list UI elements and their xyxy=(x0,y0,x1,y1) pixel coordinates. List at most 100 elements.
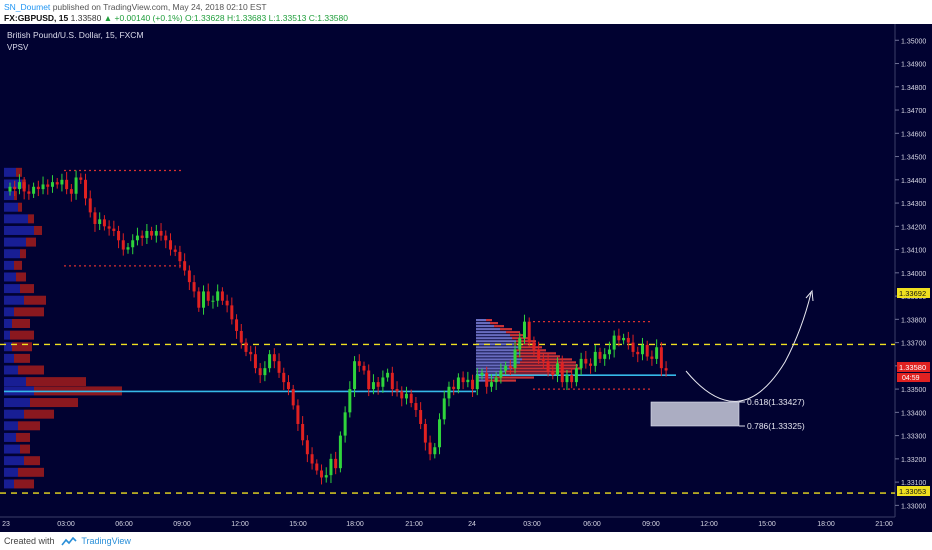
candle-body xyxy=(55,182,59,185)
candle-body xyxy=(400,391,404,399)
volume-bar-down xyxy=(24,456,40,466)
volume-bar-up xyxy=(4,318,12,328)
candle-body xyxy=(645,344,649,357)
candle-body xyxy=(367,370,371,390)
candle-body xyxy=(220,291,224,301)
candle-body xyxy=(305,440,309,455)
candle-body xyxy=(494,377,498,383)
volume-bar-up xyxy=(476,340,516,343)
volume-bar-up xyxy=(4,249,20,259)
candle-body xyxy=(376,382,380,387)
candle-body xyxy=(527,321,531,343)
volume-bar-up xyxy=(476,379,488,382)
candle-body xyxy=(239,330,243,343)
candle-body xyxy=(579,358,583,369)
tradingview-brand[interactable]: TradingView xyxy=(81,536,131,546)
price-tick-label: 1.33000 xyxy=(901,503,926,510)
candle-body xyxy=(433,447,437,455)
candle-body xyxy=(480,372,484,376)
volume-bar-up xyxy=(476,370,506,373)
candle-body xyxy=(168,240,172,250)
candle-body xyxy=(353,361,357,390)
volume-bar-up xyxy=(476,367,512,370)
candle-body xyxy=(338,435,342,469)
candle-body xyxy=(154,230,158,236)
volume-bar-up xyxy=(476,318,486,322)
created-with-label: Created with xyxy=(4,536,55,546)
candle-body xyxy=(329,458,333,476)
projection-arrow-path[interactable] xyxy=(685,292,812,402)
candle-body xyxy=(225,300,229,306)
time-tick-label: 12:00 xyxy=(231,521,249,528)
volume-bar-down xyxy=(24,409,54,419)
volume-bar-up xyxy=(476,376,494,379)
price-tick-label: 1.34100 xyxy=(901,248,926,255)
volume-bar-up xyxy=(4,342,12,352)
volume-bar-up xyxy=(4,167,16,177)
candle-body xyxy=(159,230,163,236)
candle-body xyxy=(466,379,470,383)
current-price-text: 1.33580 xyxy=(899,363,926,372)
candle-body xyxy=(13,186,17,190)
volume-bar-up xyxy=(4,295,24,305)
candle-body xyxy=(36,186,40,190)
candle-body xyxy=(32,186,36,194)
candle-body xyxy=(79,177,83,180)
candle-body xyxy=(84,179,88,199)
price-chart[interactable]: 0.618(1.33427) 0.786(1.33325) British Po… xyxy=(0,24,932,532)
candle-body xyxy=(598,351,602,359)
candle-body xyxy=(419,410,423,424)
volume-bar-up xyxy=(4,284,20,294)
time-tick-label: 24 xyxy=(468,521,476,528)
level-badge-lower-text: 1.33053 xyxy=(899,487,926,496)
volume-bar-up xyxy=(476,364,516,367)
candle-body xyxy=(60,179,64,185)
candle-body xyxy=(471,379,475,390)
candle-body xyxy=(216,291,220,301)
price-tick-label: 1.33400 xyxy=(901,410,926,417)
volume-bar-up xyxy=(4,330,10,340)
volume-bar-up xyxy=(476,334,510,337)
target-zone-box[interactable] xyxy=(650,401,740,427)
last-price: 1.33580 xyxy=(70,13,102,23)
candle-body xyxy=(235,319,239,331)
candle-body xyxy=(560,363,564,383)
volume-bar-down xyxy=(16,167,22,177)
price-tick-label: 1.34700 xyxy=(901,108,926,115)
author-link[interactable]: SN_Doumet xyxy=(4,2,51,12)
volume-bar-up xyxy=(476,322,490,325)
candle-body xyxy=(409,393,413,404)
candle-body xyxy=(173,249,177,252)
candle-body xyxy=(395,389,399,392)
candle-body xyxy=(655,347,659,359)
candle-body xyxy=(315,463,319,471)
volume-bar-down xyxy=(20,444,30,454)
candle-body xyxy=(348,389,352,413)
price-tick-label: 1.33300 xyxy=(901,434,926,441)
time-tick-label: 18:00 xyxy=(346,521,364,528)
candle-body xyxy=(442,398,446,420)
candle-body xyxy=(612,335,616,350)
time-tick-label: 21:00 xyxy=(405,521,423,528)
ohlc-values: O:1.33628 H:1.33683 L:1.33513 C:1.33580 xyxy=(184,13,348,23)
volume-bar-up xyxy=(4,353,14,363)
candle-body xyxy=(390,372,394,390)
volume-bar-up xyxy=(476,352,520,355)
volume-bar-down xyxy=(26,237,36,247)
candle-body xyxy=(617,335,621,341)
time-tick-label: 12:00 xyxy=(700,521,718,528)
candle-body xyxy=(556,363,560,376)
candle-body xyxy=(17,182,21,190)
time-axis-ticks: 23 03:00 06:00 09:00 12:00 15:00 18:00 21:00 24 0… xyxy=(2,521,893,528)
candle-body xyxy=(117,230,121,241)
time-tick-label: 09:00 xyxy=(173,521,191,528)
volume-bar-down xyxy=(14,191,17,201)
volume-bar-up xyxy=(4,307,14,317)
candle-body xyxy=(414,403,418,411)
time-tick-label: 09:00 xyxy=(642,521,660,528)
volume-bar-down xyxy=(26,377,86,387)
volume-bar-down xyxy=(14,353,30,363)
candle-body xyxy=(475,375,479,390)
level-badge-upper-text: 1.33692 xyxy=(899,289,926,298)
volume-bar-up xyxy=(4,398,30,408)
